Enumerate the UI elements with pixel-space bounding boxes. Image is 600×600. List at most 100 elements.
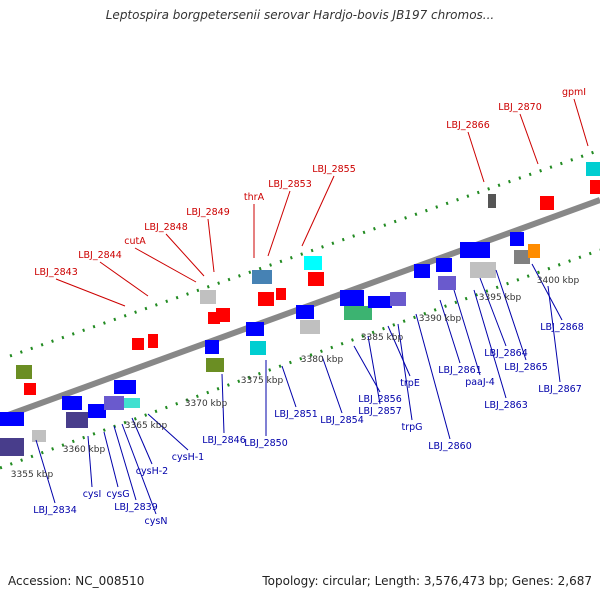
bottom-gene-label: LBJ_2863: [484, 400, 528, 411]
bottom-gene-label: LBJ_2860: [428, 441, 472, 452]
bottom-label-leader: [531, 263, 563, 321]
gene-feature-block: [104, 396, 124, 410]
kbp-tick-label: 3375 kbp: [241, 376, 284, 386]
top-label-leader: [573, 98, 589, 147]
gene-feature-block: [88, 404, 106, 418]
bottom-label-leader: [87, 435, 93, 488]
bottom-label-leader: [547, 285, 561, 383]
gene-feature-block: [206, 358, 224, 372]
kbp-tick-label: 3355 kbp: [11, 470, 54, 480]
bottom-gene-label: LBJ_2861: [438, 365, 482, 376]
gene-feature-block: [62, 396, 82, 410]
gene-feature-block: [216, 308, 230, 322]
gene-feature-block: [340, 290, 364, 306]
bottom-gene-label: paaJ-4: [465, 377, 495, 388]
gene-feature-block: [246, 322, 264, 336]
gene-feature-block: [24, 383, 36, 395]
kbp-tick-label: 3370 kbp: [185, 399, 228, 409]
gene-feature-block: [470, 262, 496, 278]
bottom-label-leader: [397, 323, 413, 421]
gene-feature-block: [590, 180, 600, 194]
bottom-gene-label: trpG: [401, 422, 422, 433]
bottom-gene-label: trpE: [400, 378, 420, 389]
gene-feature-block: [148, 334, 158, 348]
gene-feature-block: [368, 296, 392, 308]
bottom-gene-label: cysI: [83, 489, 102, 500]
bottom-label-leader: [321, 355, 343, 414]
bottom-gene-label: cysH-1: [172, 452, 204, 463]
bottom-gene-label: cysN: [145, 516, 168, 527]
top-label-leader: [519, 113, 539, 165]
top-label-leader: [99, 261, 149, 297]
top-gene-label: LBJ_2843: [34, 267, 78, 278]
label-leader-lines: [35, 98, 589, 515]
gene-feature-block: [586, 162, 600, 176]
bottom-label-leader: [35, 439, 56, 504]
top-label-leader: [55, 278, 126, 307]
bottom-gene-label: LBJ_2867: [538, 384, 582, 395]
bottom-label-leader: [147, 413, 189, 451]
bottom-gene-label: LBJ_2857: [358, 406, 402, 417]
bottom-label-leader: [131, 417, 153, 465]
bottom-label-leader: [415, 313, 451, 440]
gene-feature-block: [0, 438, 24, 456]
bottom-gene-label: LBJ_2868: [540, 322, 584, 333]
gene-feature-block: [66, 412, 88, 428]
bottom-gene-label: LBJ_2856: [358, 394, 402, 405]
bottom-gene-label: LBJ_2839: [114, 502, 158, 513]
gene-feature-block: [510, 232, 524, 246]
top-gene-label: LBJ_2849: [186, 207, 230, 218]
gene-feature-block: [514, 250, 530, 264]
bottom-label-leader: [473, 289, 507, 399]
bottom-label-leader: [387, 325, 411, 377]
bottom-gene-label: LBJ_2864: [484, 348, 528, 359]
top-gene-label: LBJ_2855: [312, 164, 356, 175]
bottom-gene-label: LBJ_2834: [33, 505, 77, 516]
gene-feature-block: [252, 270, 272, 284]
top-label-leader: [301, 175, 335, 247]
gene-feature-block: [132, 338, 144, 350]
accession-text: Accession: NC_008510: [8, 574, 145, 588]
kbp-tick-label: 3385 kbp: [361, 333, 404, 343]
guide-line-bottom-outer: [0, 248, 600, 470]
top-gene-label: LBJ_2844: [78, 250, 122, 261]
top-label-leader: [467, 131, 485, 183]
gene-feature-block: [0, 412, 24, 426]
topology-text: Topology: circular; Length: 3,576,473 bp…: [262, 574, 592, 588]
gene-feature-block: [414, 264, 430, 278]
bottom-gene-label: LBJ_2850: [244, 438, 288, 449]
bottom-label-leader: [439, 299, 461, 364]
bottom-label-leader: [221, 373, 225, 434]
gene-feature-block: [200, 290, 216, 304]
bottom-label-leader: [113, 425, 137, 501]
gene-feature-block: [390, 292, 406, 306]
kbp-tick-label: 3400 kbp: [537, 276, 580, 286]
top-gene-label: LBJ_2848: [144, 222, 188, 233]
kbp-tick-label: 3365 kbp: [125, 421, 168, 431]
map-title: Leptospira borgpetersenii serovar Hardjo…: [105, 8, 495, 22]
bottom-gene-label: LBJ_2865: [504, 362, 548, 373]
top-label-leader: [165, 233, 205, 277]
gene-feature-block: [32, 430, 46, 442]
gene-feature-block: [258, 292, 274, 306]
gene-feature-block: [296, 305, 314, 319]
gene-feature-block: [344, 306, 372, 320]
gene-feature-block: [528, 244, 540, 258]
gene-labels: 3355 kbp 3360 kbp 3365 kbp 3370 kbp 3375 kbp…: [11, 87, 586, 527]
top-label-leader: [134, 247, 197, 283]
bottom-label-leader: [103, 431, 119, 488]
kbp-tick-label: 3360 kbp: [63, 445, 106, 455]
gene-feature-block: [205, 340, 219, 354]
top-gene-label: thrA: [244, 192, 265, 203]
bottom-gene-label: LBJ_2854: [320, 415, 364, 426]
top-gene-label: LBJ_2870: [498, 102, 542, 113]
bottom-label-leader: [479, 277, 507, 347]
bottom-label-leader: [281, 365, 297, 408]
gene-feature-block: [300, 320, 320, 334]
top-label-leader: [267, 190, 291, 257]
kbp-tick-label: 3380 kbp: [301, 355, 344, 365]
bottom-label-leader: [495, 269, 527, 361]
gene-feature-block: [304, 256, 322, 270]
top-gene-label: cutA: [124, 236, 146, 247]
